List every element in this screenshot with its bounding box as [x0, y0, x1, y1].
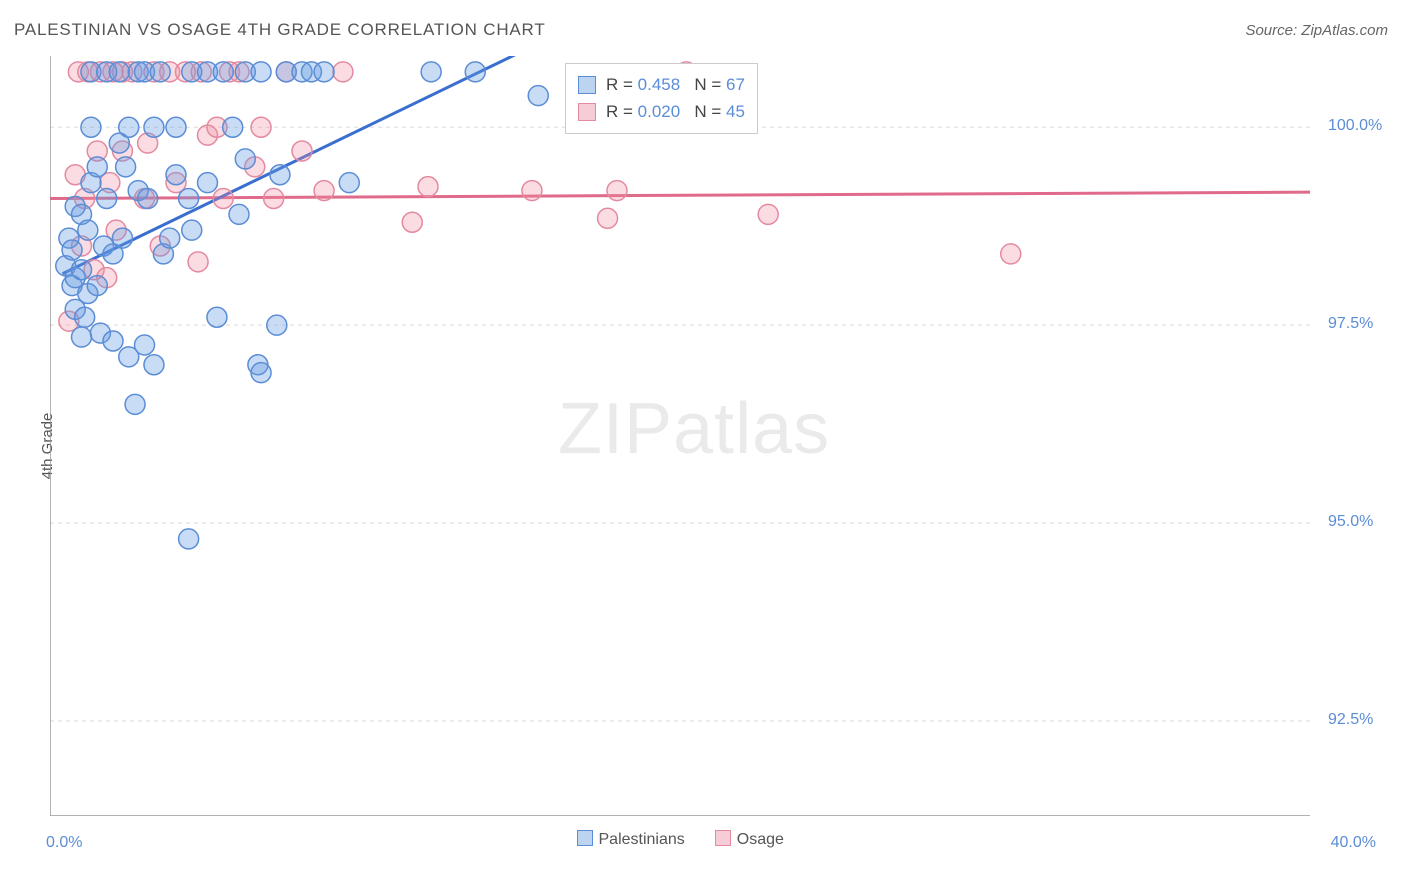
palestinians-point	[87, 276, 107, 296]
source-label: Source: ZipAtlas.com	[1245, 22, 1388, 39]
palestinians-point	[179, 529, 199, 549]
palestinians-point	[150, 62, 170, 82]
osage-point	[188, 252, 208, 272]
palestinians-point	[179, 189, 199, 209]
palestinians-point	[528, 86, 548, 106]
y-tick-label: 92.5%	[1328, 711, 1373, 729]
palestinians-point	[144, 117, 164, 137]
palestinians-point	[103, 331, 123, 351]
osage-point	[213, 189, 233, 209]
correlation-stats-box: R = 0.458 N = 67 R = 0.020 N = 45	[565, 63, 758, 134]
legend-item-osage: Osage	[715, 830, 784, 849]
osage-point	[758, 204, 778, 224]
osage-point	[598, 208, 618, 228]
scatter-plot	[50, 56, 1310, 816]
y-tick-label: 100.0%	[1328, 117, 1382, 135]
palestinians-point	[81, 117, 101, 137]
osage-point	[264, 189, 284, 209]
palestinians-point	[339, 173, 359, 193]
osage-point	[1001, 244, 1021, 264]
palestinians-point	[160, 228, 180, 248]
palestinians-point	[166, 117, 186, 137]
osage-point	[314, 181, 334, 201]
osage-swatch-icon	[578, 103, 596, 121]
palestinians-point	[223, 117, 243, 137]
palestinians-point	[62, 240, 82, 260]
palestinians-swatch-icon	[578, 76, 596, 94]
osage-point	[402, 212, 422, 232]
stat-row-palestinians: R = 0.458 N = 67	[578, 73, 745, 97]
osage-point	[418, 177, 438, 197]
palestinians-point	[119, 117, 139, 137]
palestinians-point	[138, 189, 158, 209]
palestinians-point	[125, 394, 145, 414]
x-axis-min-label: 0.0%	[46, 834, 82, 852]
palestinians-point	[229, 204, 249, 224]
palestinians-point	[465, 62, 485, 82]
x-axis-max-label: 40.0%	[1331, 834, 1376, 852]
palestinians-point	[72, 260, 92, 280]
osage-point	[292, 141, 312, 161]
stat-row-osage: R = 0.020 N = 45	[578, 100, 745, 124]
palestinians-point	[78, 220, 98, 240]
osage-point	[333, 62, 353, 82]
palestinians-legend-swatch-icon	[577, 830, 593, 846]
palestinians-point	[87, 157, 107, 177]
y-tick-label: 97.5%	[1328, 315, 1373, 333]
palestinians-point	[213, 62, 233, 82]
palestinians-point	[182, 220, 202, 240]
osage-point	[522, 181, 542, 201]
legend-item-palestinians: Palestinians	[577, 830, 685, 849]
palestinians-point	[144, 355, 164, 375]
palestinians-point	[270, 165, 290, 185]
palestinians-point	[72, 327, 92, 347]
palestinians-point	[97, 189, 117, 209]
osage-point	[251, 117, 271, 137]
chart-title: PALESTINIAN VS OSAGE 4TH GRADE CORRELATI…	[14, 20, 546, 40]
palestinians-point	[267, 315, 287, 335]
palestinians-point	[166, 165, 186, 185]
palestinians-point	[116, 157, 136, 177]
palestinians-point	[235, 149, 255, 169]
palestinians-point	[135, 335, 155, 355]
chart-container: { "title": "PALESTINIAN VS OSAGE 4TH GRA…	[0, 0, 1406, 892]
y-tick-label: 95.0%	[1328, 513, 1373, 531]
palestinians-point	[421, 62, 441, 82]
palestinians-point	[109, 62, 129, 82]
palestinians-point	[207, 307, 227, 327]
palestinians-point	[314, 62, 334, 82]
palestinians-point	[75, 307, 95, 327]
osage-legend-swatch-icon	[715, 830, 731, 846]
osage-point	[607, 181, 627, 201]
palestinians-point	[198, 173, 218, 193]
series-legend: Palestinians Osage	[577, 830, 784, 849]
palestinians-point	[251, 363, 271, 383]
palestinians-point	[112, 228, 132, 248]
palestinians-point	[251, 62, 271, 82]
